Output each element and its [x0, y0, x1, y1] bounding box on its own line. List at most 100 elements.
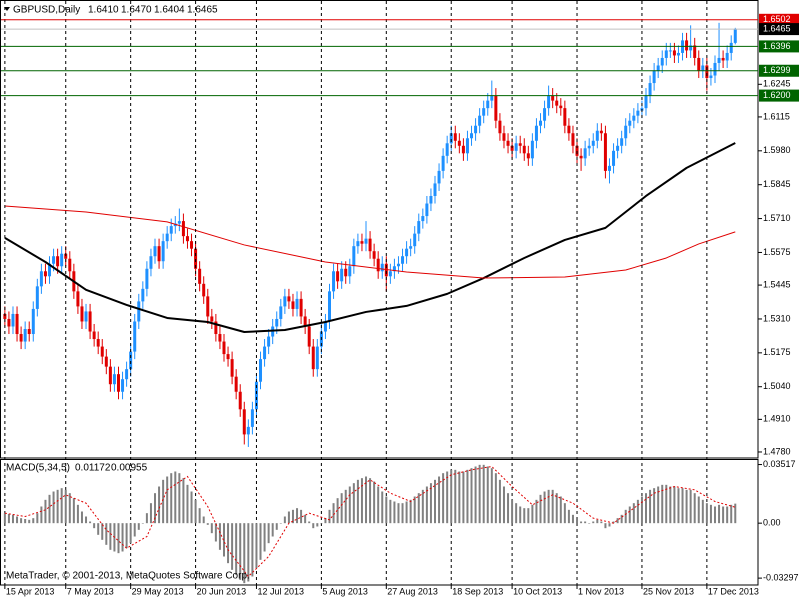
candle-body: [43, 271, 47, 277]
candle-body: [388, 271, 392, 277]
macd-bar: [596, 519, 599, 524]
candle-body: [364, 238, 368, 244]
candle-body: [226, 354, 230, 360]
level-box: [759, 13, 799, 26]
macd-bar: [433, 479, 436, 524]
macd-bar: [72, 498, 75, 524]
candle-body: [482, 108, 486, 116]
candle-body: [194, 248, 198, 269]
candle-body: [336, 271, 340, 282]
macd-bar: [547, 489, 550, 524]
candle-body: [417, 221, 421, 234]
ohlc-label: 1.6404: [154, 5, 185, 16]
candle-body: [307, 326, 311, 347]
candle-body: [380, 263, 384, 272]
macd-bar: [247, 523, 250, 582]
candle-body: [518, 143, 522, 146]
y-tick-label: -0.03297: [763, 572, 799, 582]
level-label: 1.6502: [763, 14, 791, 24]
candle-body: [522, 145, 526, 154]
x-tick-label: 7 May 2013: [67, 586, 114, 596]
level-label: 1.6465: [763, 23, 791, 33]
y-tick-label: 1.4780: [763, 446, 791, 456]
candle-body: [133, 321, 137, 352]
macd-bar: [44, 499, 47, 524]
macd-bar: [141, 523, 144, 524]
candle-body: [234, 376, 238, 392]
y-tick-label: 1.5980: [763, 145, 791, 155]
candle-body: [76, 291, 80, 307]
macd-bar: [478, 464, 481, 524]
macd-bar: [604, 523, 607, 529]
macd-bar: [616, 518, 619, 524]
macd-bar: [620, 514, 623, 524]
macd-bar: [401, 503, 404, 524]
macd-bar: [523, 508, 526, 524]
candle-body: [145, 268, 149, 289]
candle-body: [721, 57, 725, 61]
candle-body: [733, 29, 737, 43]
candle-body: [624, 125, 628, 139]
macd-bar: [52, 491, 55, 524]
candle-body: [409, 246, 413, 249]
y-tick-label: 1.5040: [763, 381, 791, 391]
candle-body: [104, 356, 108, 367]
macd-bar: [162, 479, 165, 524]
candle-body: [169, 226, 173, 234]
candle-body: [502, 133, 506, 141]
candle-body: [648, 83, 652, 96]
candle-body: [587, 145, 591, 149]
candle-body: [676, 52, 680, 56]
candle-body: [441, 155, 445, 171]
plot-layer: [3, 1, 737, 585]
candle-body: [668, 50, 672, 52]
candle-body: [218, 334, 222, 342]
candle-body: [181, 221, 185, 237]
candle-body: [392, 266, 396, 272]
candle-body: [595, 130, 599, 141]
macd-bar: [137, 523, 140, 530]
candle-body: [202, 283, 206, 297]
macd-bar: [592, 521, 595, 524]
macd-bar: [482, 464, 485, 524]
x-tick-label: 1 Nov 2013: [578, 586, 624, 596]
candle-body: [616, 145, 620, 151]
macd-bar: [32, 518, 35, 524]
level-box: [759, 40, 799, 53]
y-tick-label: 1.5845: [763, 179, 791, 189]
macd-bar: [11, 514, 14, 524]
macd-bar: [632, 503, 635, 524]
level-label: 1.6299: [763, 65, 791, 75]
candle-body: [713, 62, 717, 76]
candle-body: [299, 298, 303, 317]
macd-bar: [36, 513, 39, 524]
macd-bar: [218, 523, 221, 550]
candle-body: [457, 140, 461, 146]
macd-bar: [239, 523, 242, 580]
macd-bar: [296, 508, 299, 524]
macd-bar: [80, 511, 83, 524]
x-tick-label: 20 Jun 2013: [197, 586, 247, 596]
candle-body: [547, 95, 551, 109]
macd-bar: [267, 523, 270, 544]
ohlc-label: 1.6470: [121, 5, 152, 16]
candle-body: [108, 366, 112, 385]
candle-body: [165, 233, 169, 242]
macd-bar: [429, 483, 432, 524]
candle-body: [461, 145, 465, 154]
macd-bar: [166, 476, 169, 524]
y-tick-label: 1.6115: [763, 111, 790, 121]
candle-body: [612, 150, 616, 166]
macd-bar: [539, 494, 542, 524]
macd-bar: [567, 509, 570, 524]
y-tick-label: 0.00: [763, 518, 781, 528]
candle-body: [632, 115, 636, 121]
macd-bar: [397, 503, 400, 524]
macd-bar: [425, 486, 428, 524]
macd-bar: [121, 523, 124, 552]
candle-body: [372, 251, 376, 259]
candle-body: [510, 145, 514, 151]
candle-body: [628, 120, 632, 126]
macd-bar: [129, 523, 132, 544]
ohlc-label: 1.6410: [88, 5, 119, 16]
